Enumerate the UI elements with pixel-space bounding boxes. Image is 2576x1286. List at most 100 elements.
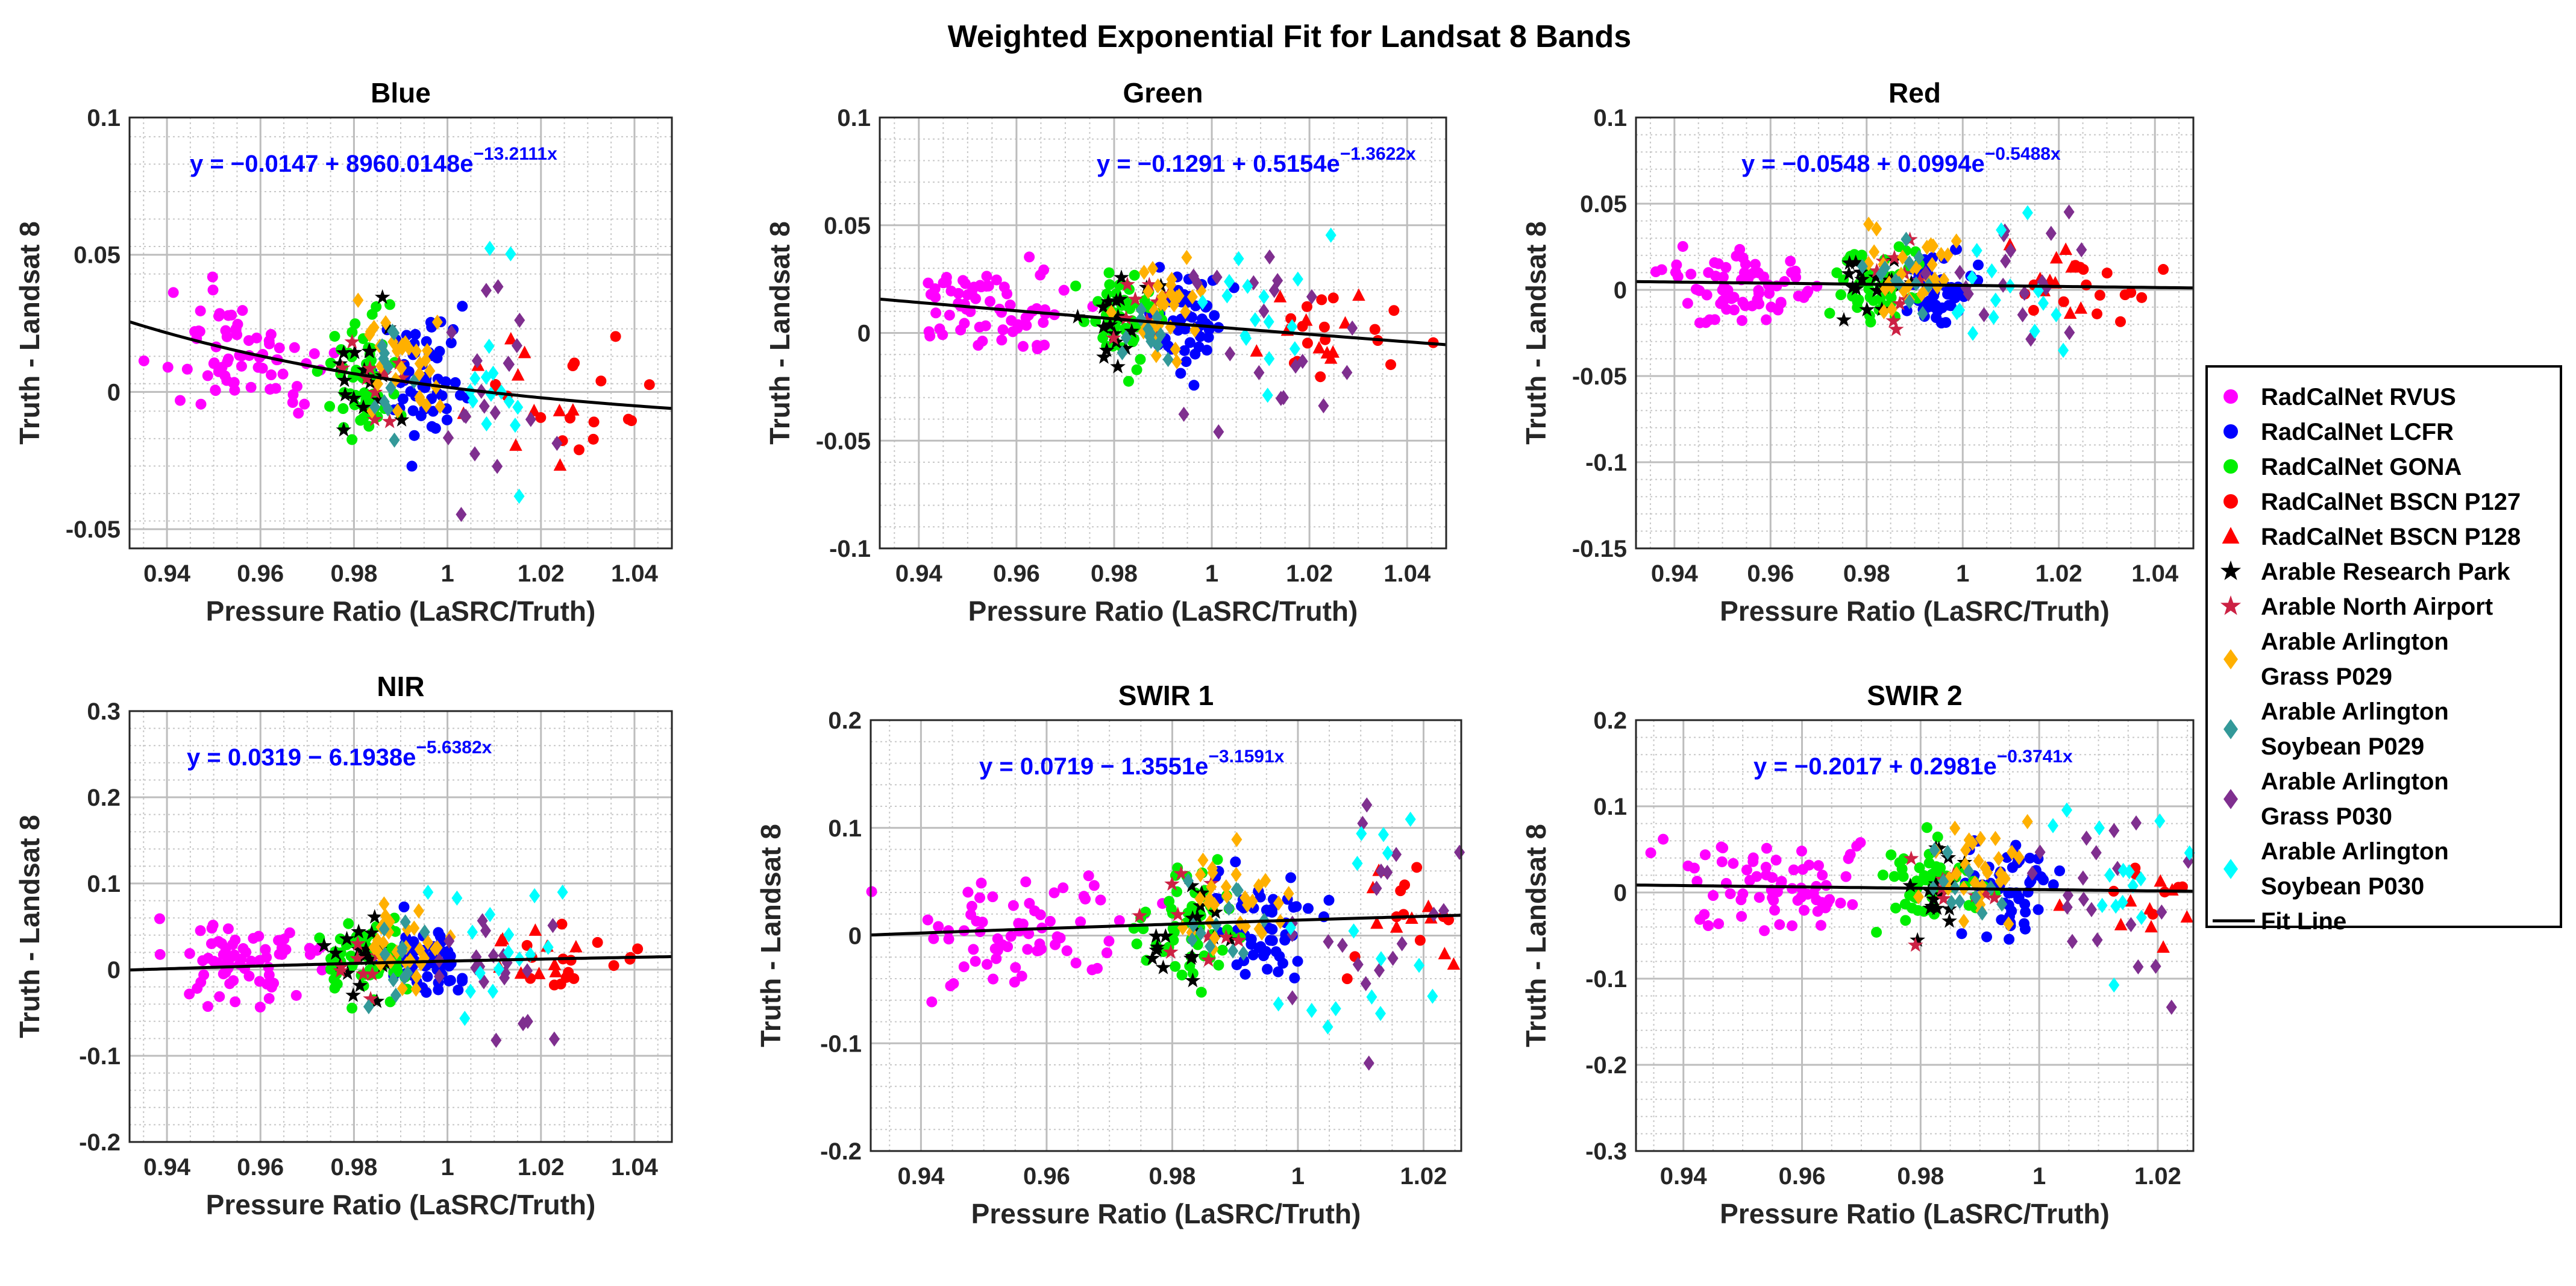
data-point [1152, 337, 1164, 353]
data-point [1258, 289, 1270, 304]
data-point [1148, 928, 1164, 943]
data-point [1815, 920, 1826, 931]
data-point [2019, 285, 2030, 301]
data-point [484, 906, 496, 923]
panel-title: Blue [371, 77, 431, 108]
data-point [490, 1032, 502, 1048]
data-point [1083, 870, 1094, 882]
fit-line [879, 297, 1447, 347]
data-point [474, 965, 486, 981]
data-point [1024, 898, 1035, 909]
data-point [1790, 265, 1801, 277]
y-tick-label: 0.05 [1580, 191, 1627, 218]
data-point [1975, 830, 1986, 847]
data-point [976, 281, 987, 293]
data-point [2150, 958, 2161, 974]
data-point [422, 935, 433, 950]
data-point [469, 371, 481, 386]
x-tick-label: 0.94 [143, 560, 191, 587]
data-point [1315, 371, 1326, 383]
data-point [394, 369, 410, 385]
data-point [2076, 242, 2087, 258]
data-point [379, 947, 390, 962]
data-point [1170, 961, 1181, 972]
data-point [2108, 823, 2120, 838]
data-point [388, 967, 400, 978]
data-point [1904, 255, 1915, 271]
data-point [1388, 305, 1400, 316]
legend-label: Soybean P030 [2261, 873, 2424, 900]
data-point [1149, 942, 1165, 957]
data-point [1092, 296, 1104, 307]
data-point [1175, 368, 1186, 379]
data-point [941, 277, 952, 288]
plot-area [130, 711, 672, 1142]
data-point [525, 412, 536, 427]
data-point [1988, 309, 1999, 325]
data-point [1427, 988, 1438, 1004]
data-point [1253, 365, 1265, 380]
data-point [1200, 952, 1217, 967]
data-point [1256, 925, 1268, 941]
data-point [343, 918, 354, 929]
data-point [1170, 342, 1181, 357]
data-point [1239, 890, 1251, 906]
data-point [220, 325, 231, 336]
data-point [1836, 312, 1852, 327]
data-point [1249, 312, 1261, 328]
data-point [1963, 864, 1975, 879]
data-point [1048, 887, 1060, 899]
data-point [1942, 247, 1954, 263]
data-point [366, 909, 383, 924]
data-point [1070, 280, 1082, 292]
fit-equation: y = −0.2017 + 0.2981e−0.3741x [1753, 747, 2073, 780]
data-point [1322, 1019, 1333, 1035]
data-point [441, 414, 453, 425]
data-point [1966, 270, 1978, 286]
data-point [1318, 398, 1329, 414]
data-point [1703, 267, 1714, 278]
y-tick-label: 0.05 [74, 242, 121, 269]
axes-frame [128, 116, 673, 550]
y-tick-label: -0.2 [1585, 1052, 1627, 1079]
data-point [378, 921, 390, 937]
data-point [1179, 345, 1190, 356]
data-point [503, 944, 514, 960]
plot-area [1636, 118, 2193, 548]
data-point [1713, 258, 1724, 269]
data-point [1914, 862, 1925, 874]
data-point [1716, 856, 1728, 868]
data-point [378, 351, 389, 366]
data-point [1088, 880, 1100, 891]
data-point [522, 1014, 533, 1029]
data-point [1375, 951, 1387, 967]
data-point [2035, 871, 2047, 882]
data-point [592, 936, 603, 948]
data-point [389, 432, 400, 448]
data-point [1736, 911, 1747, 922]
data-point [1760, 862, 1772, 873]
data-point [1443, 914, 1455, 926]
data-point [1039, 339, 1050, 351]
data-point [433, 968, 445, 985]
data-point [221, 375, 233, 386]
data-point [1104, 279, 1115, 290]
data-point [1165, 319, 1176, 335]
data-point [1925, 891, 1941, 906]
data-point [965, 909, 977, 920]
data-point [336, 422, 352, 437]
data-point [1414, 935, 1426, 946]
data-point [503, 394, 515, 409]
data-point [504, 331, 518, 345]
data-point [1186, 932, 1198, 948]
data-point [1212, 854, 1223, 865]
data-point [1799, 905, 1810, 916]
fit-equation: y = 0.0319 − 6.1938e−5.6382x [187, 738, 492, 771]
data-point [442, 949, 453, 961]
data-point [1016, 970, 1027, 982]
data-point [1286, 319, 1298, 334]
data-point [290, 990, 302, 1001]
y-axis-label: Truth - Landsat 8 [1520, 221, 1552, 445]
data-point [1277, 958, 1288, 969]
data-point [1306, 1003, 1317, 1018]
